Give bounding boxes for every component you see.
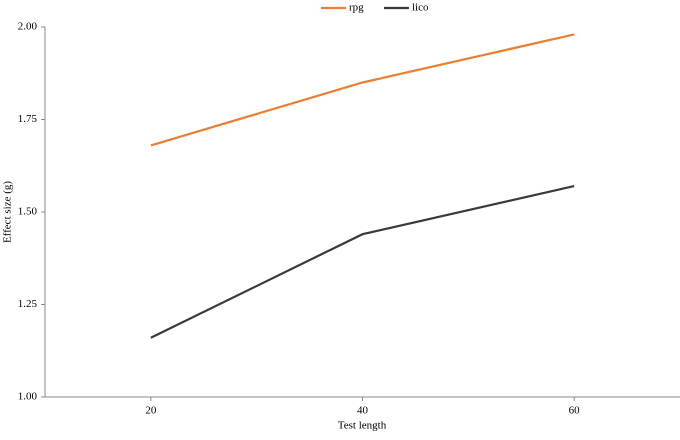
y-tick-label: 1.25 bbox=[18, 298, 38, 310]
y-tick-label: 1.75 bbox=[18, 113, 38, 125]
y-tick-label: 2.00 bbox=[18, 21, 38, 33]
series-line bbox=[150, 185, 575, 339]
series-line bbox=[150, 33, 575, 147]
x-tick-label: 60 bbox=[569, 405, 581, 417]
legend-label: lico bbox=[412, 2, 429, 14]
x-tick-label: 20 bbox=[145, 405, 157, 417]
x-tick-label: 40 bbox=[357, 405, 369, 417]
y-tick-label: 1.00 bbox=[18, 391, 38, 403]
y-tick-label: 1.50 bbox=[18, 206, 38, 218]
legend-label: rpg bbox=[349, 2, 364, 14]
y-axis-label: Effect size (g) bbox=[2, 181, 14, 243]
x-axis-label: Test length bbox=[338, 420, 387, 432]
